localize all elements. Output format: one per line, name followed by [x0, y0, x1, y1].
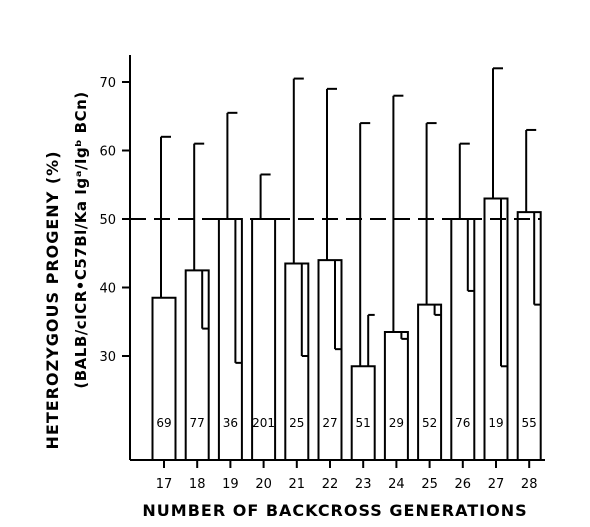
y-tick-label: 60 — [99, 145, 116, 160]
bar — [516, 211, 542, 460]
sample-size-label: 27 — [322, 416, 337, 430]
x-tick-label: 28 — [521, 477, 538, 492]
y-tick-label: 70 — [99, 76, 116, 91]
sample-size-label: 76 — [455, 416, 470, 430]
x-tick-label: 19 — [222, 477, 239, 492]
bar — [217, 218, 243, 460]
sample-size-label: 19 — [488, 416, 503, 430]
bar — [350, 365, 376, 460]
x-tick-label: 24 — [388, 477, 405, 492]
x-tick-label: 21 — [289, 477, 306, 492]
bar — [317, 259, 343, 460]
sample-size-label: 55 — [522, 416, 537, 430]
sample-size-label-group: 69 77 36 201 25 27 51 29 52 76 19 55 — [156, 416, 536, 430]
x-tick-label: 17 — [156, 477, 173, 492]
bar — [383, 331, 409, 460]
y-axis-sublabel: (BALB/cICR•C57Bl/Ka Igᵃ/Igᵇ BCn) — [72, 91, 90, 388]
bar — [184, 269, 210, 460]
y-tick-group: 30 40 50 60 70 — [99, 76, 130, 365]
sample-size-label: 69 — [156, 416, 171, 430]
bar-group — [151, 67, 542, 460]
sample-size-label: 25 — [289, 416, 304, 430]
bar — [251, 218, 277, 460]
bar — [284, 262, 310, 460]
bar — [151, 296, 177, 460]
x-tick-label: 25 — [421, 477, 438, 492]
chart-axes — [129, 55, 545, 461]
x-axis-label: NUMBER OF BACKCROSS GENERATIONS — [142, 501, 527, 520]
bar — [450, 218, 476, 460]
x-tick-label: 20 — [255, 477, 272, 492]
bar — [483, 197, 509, 460]
y-tick-label: 30 — [99, 350, 116, 365]
sample-size-label: 36 — [223, 416, 238, 430]
sample-size-label: 77 — [190, 416, 205, 430]
bar — [417, 303, 443, 460]
y-axis-label: HETEROZYGOUS PROGENY (%) — [43, 150, 62, 449]
sample-size-label: 51 — [356, 416, 371, 430]
x-tick-label: 22 — [322, 477, 339, 492]
sample-size-label: 52 — [422, 416, 437, 430]
x-tick-label: 18 — [189, 477, 206, 492]
sample-size-label: 201 — [252, 416, 275, 430]
sample-size-label: 29 — [389, 416, 404, 430]
x-tick-label: 27 — [488, 477, 505, 492]
x-tick-group: 17 18 19 20 21 22 23 24 25 26 27 28 — [156, 460, 538, 492]
x-tick-label: 23 — [355, 477, 372, 492]
y-tick-label: 50 — [99, 213, 116, 228]
x-tick-label: 26 — [455, 477, 472, 492]
y-tick-label: 40 — [99, 282, 116, 297]
